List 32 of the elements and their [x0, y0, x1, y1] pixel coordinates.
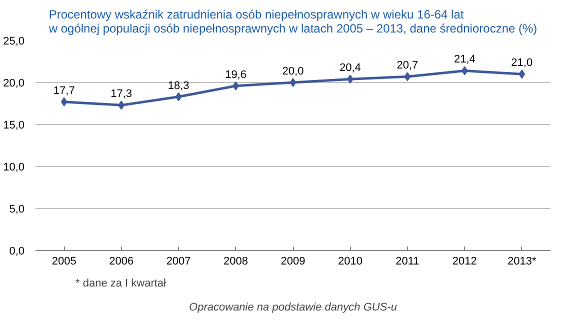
x-tick-label: 2006	[109, 256, 134, 268]
text: * dane za I kwartał	[76, 278, 167, 290]
data-label: 18,3	[168, 80, 190, 92]
y-tick-label: 15,0	[3, 120, 25, 132]
x-tick-label: 2007	[166, 256, 191, 268]
point	[60, 97, 68, 106]
y-tick-label: 0,0	[9, 246, 25, 258]
x-tick-label: 2012	[452, 256, 477, 268]
point	[175, 92, 182, 102]
point	[290, 78, 296, 87]
point	[518, 70, 526, 79]
x-tick-label: 2005	[52, 256, 76, 268]
data-label: 21,4	[454, 54, 476, 66]
data-label: 17,7	[53, 84, 75, 97]
x-tick-label: 2011	[396, 256, 420, 268]
chart-title: Procentowy wskaźnik zatrudnienia osób niepełnosprawnych w wieku 16-64 lat w ogólnej populacji osób niepełnosprawnych w latach 2005 – 2013, dane średnioroczne (%)	[48, 8, 538, 36]
data-label: 21,0	[511, 57, 533, 70]
point	[404, 72, 411, 82]
data-label: 19,6	[225, 68, 246, 81]
x-tick-label: 2009	[280, 256, 306, 268]
x-tick-label: 2008	[224, 256, 248, 268]
data-label: 20,4	[340, 62, 361, 74]
text: Opracowanie na podstawie danych GUS-u	[189, 302, 397, 314]
x-tick-label: 2010	[338, 256, 362, 268]
y-tick-label: 20,0	[3, 78, 25, 90]
y-tick-label: 5,0	[9, 204, 25, 216]
data-label: 17,3	[110, 88, 132, 100]
data-label: 20,0	[282, 66, 304, 78]
y-tick-label: 10,0	[3, 162, 25, 174]
y-tick-label: 25,0	[3, 36, 25, 48]
data-label: 20,7	[396, 60, 418, 72]
x-tick-label: 2013*	[508, 256, 537, 268]
